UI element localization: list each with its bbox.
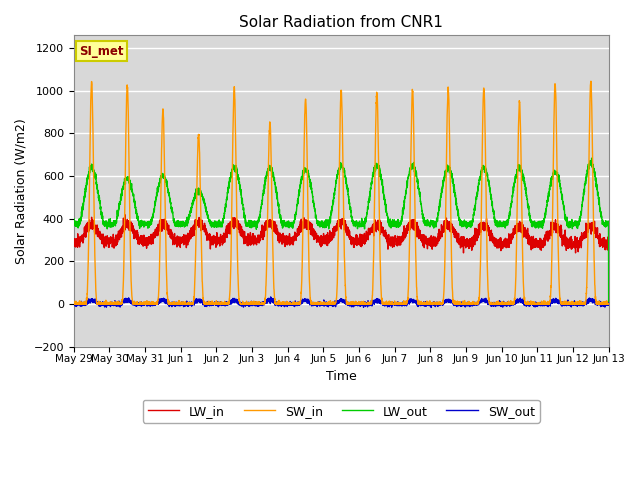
X-axis label: Time: Time — [326, 370, 356, 383]
SW_in — [461, 301, 468, 307]
SW_out — [166, 302, 173, 308]
SW_out — [461, 300, 469, 305]
LW_out — [166, 198, 173, 204]
LW_in — [605, 239, 612, 244]
SW_in — [605, 301, 612, 307]
LW_out — [431, 222, 439, 228]
Line: LW_in: LW_in — [74, 215, 609, 253]
SW_out — [604, 302, 612, 308]
Text: SI_met: SI_met — [79, 45, 124, 58]
Line: LW_out: LW_out — [74, 158, 609, 304]
LW_in — [460, 250, 467, 256]
SW_out — [428, 305, 435, 311]
LW_out — [492, 218, 499, 224]
SW_in — [587, 78, 595, 84]
LW_in — [492, 235, 499, 241]
LW_in — [461, 240, 469, 245]
LW_out — [461, 219, 468, 225]
LW_out — [604, 220, 612, 226]
SW_out — [70, 300, 77, 306]
LW_out — [70, 219, 77, 225]
SW_in — [166, 301, 173, 307]
LW_out — [321, 221, 329, 227]
SW_in — [70, 301, 77, 307]
LW_out — [605, 301, 612, 307]
Y-axis label: Solar Radiation (W/m2): Solar Radiation (W/m2) — [15, 118, 28, 264]
SW_in — [492, 301, 499, 307]
SW_in — [431, 300, 439, 306]
LW_in — [604, 240, 612, 246]
SW_out — [492, 302, 499, 308]
Legend: LW_in, SW_in, LW_out, SW_out: LW_in, SW_in, LW_out, SW_out — [143, 400, 540, 423]
SW_out — [267, 294, 275, 300]
SW_out — [321, 302, 329, 308]
SW_out — [605, 301, 612, 307]
SW_in — [604, 300, 612, 306]
LW_in — [166, 227, 174, 232]
LW_in — [321, 235, 329, 241]
Title: Solar Radiation from CNR1: Solar Radiation from CNR1 — [239, 15, 443, 30]
LW_out — [588, 156, 595, 161]
Line: SW_in: SW_in — [74, 81, 609, 304]
LW_in — [431, 242, 439, 248]
LW_in — [121, 212, 129, 217]
SW_in — [321, 300, 329, 306]
SW_out — [431, 302, 439, 308]
LW_in — [70, 239, 77, 245]
Line: SW_out: SW_out — [74, 297, 609, 308]
